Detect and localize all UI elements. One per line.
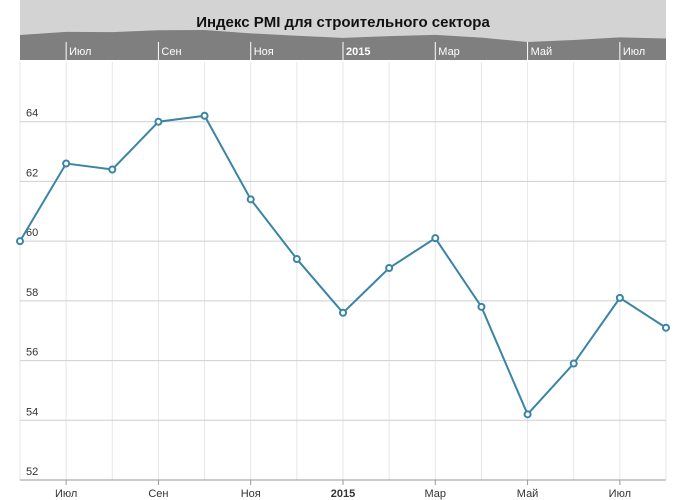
x-axis: Июл Сен Ноя 2015 Мар Май Июл <box>20 479 666 500</box>
data-point[interactable] <box>662 323 670 332</box>
x-tick-label: Мар <box>425 488 447 500</box>
navigator-tick-label: Ноя <box>254 46 274 58</box>
navigator-area <box>20 30 666 42</box>
data-point[interactable] <box>292 255 301 264</box>
data-point[interactable] <box>108 165 117 174</box>
y-tick-label: 52 <box>26 466 38 478</box>
chart-title: Индекс PMI для строительного сектора <box>196 14 490 31</box>
x-tick-label: Сен <box>148 488 168 500</box>
y-tick-label: 58 <box>26 287 38 299</box>
navigator-tick-label: Мар <box>438 46 460 58</box>
data-point[interactable] <box>200 111 209 120</box>
data-point[interactable] <box>569 359 578 368</box>
x-tick-label: Май <box>517 488 539 500</box>
y-tick-label: 56 <box>26 347 38 359</box>
y-axis: 52 54 56 58 60 62 64 <box>26 108 38 478</box>
data-point[interactable] <box>339 308 347 317</box>
navigator-tick-label: Июл <box>69 46 91 58</box>
data-point[interactable] <box>477 302 486 311</box>
grid <box>19 62 667 481</box>
data-point[interactable] <box>615 293 624 302</box>
navigator-tick-label: Июл <box>623 46 645 58</box>
navigator-tick-label: Сен <box>161 46 181 58</box>
x-tick-label: Ноя <box>241 488 261 500</box>
series-points <box>16 111 670 419</box>
navigator-tick-label: Май <box>531 46 553 58</box>
data-point[interactable] <box>154 117 163 126</box>
data-point[interactable] <box>523 410 532 419</box>
data-point[interactable] <box>385 264 394 273</box>
y-tick-label: 60 <box>26 227 38 239</box>
x-tick-label: Июл <box>609 488 631 500</box>
y-tick-label: 54 <box>26 406 38 418</box>
data-point[interactable] <box>246 195 255 204</box>
navigator[interactable]: Июл Сен Ноя 2015 Мар Май Июл <box>20 0 666 60</box>
x-tick-label: 2015 <box>331 488 355 500</box>
data-point[interactable] <box>431 234 440 243</box>
y-tick-label: 62 <box>26 167 38 179</box>
x-tick-label: Июл <box>55 488 77 500</box>
y-tick-label: 64 <box>26 108 38 120</box>
data-point[interactable] <box>16 237 24 246</box>
navigator-labels: Июл Сен Ноя 2015 Мар Май Июл <box>65 42 645 60</box>
navigator-tick-label: 2015 <box>346 46 370 58</box>
data-point[interactable] <box>62 159 71 168</box>
